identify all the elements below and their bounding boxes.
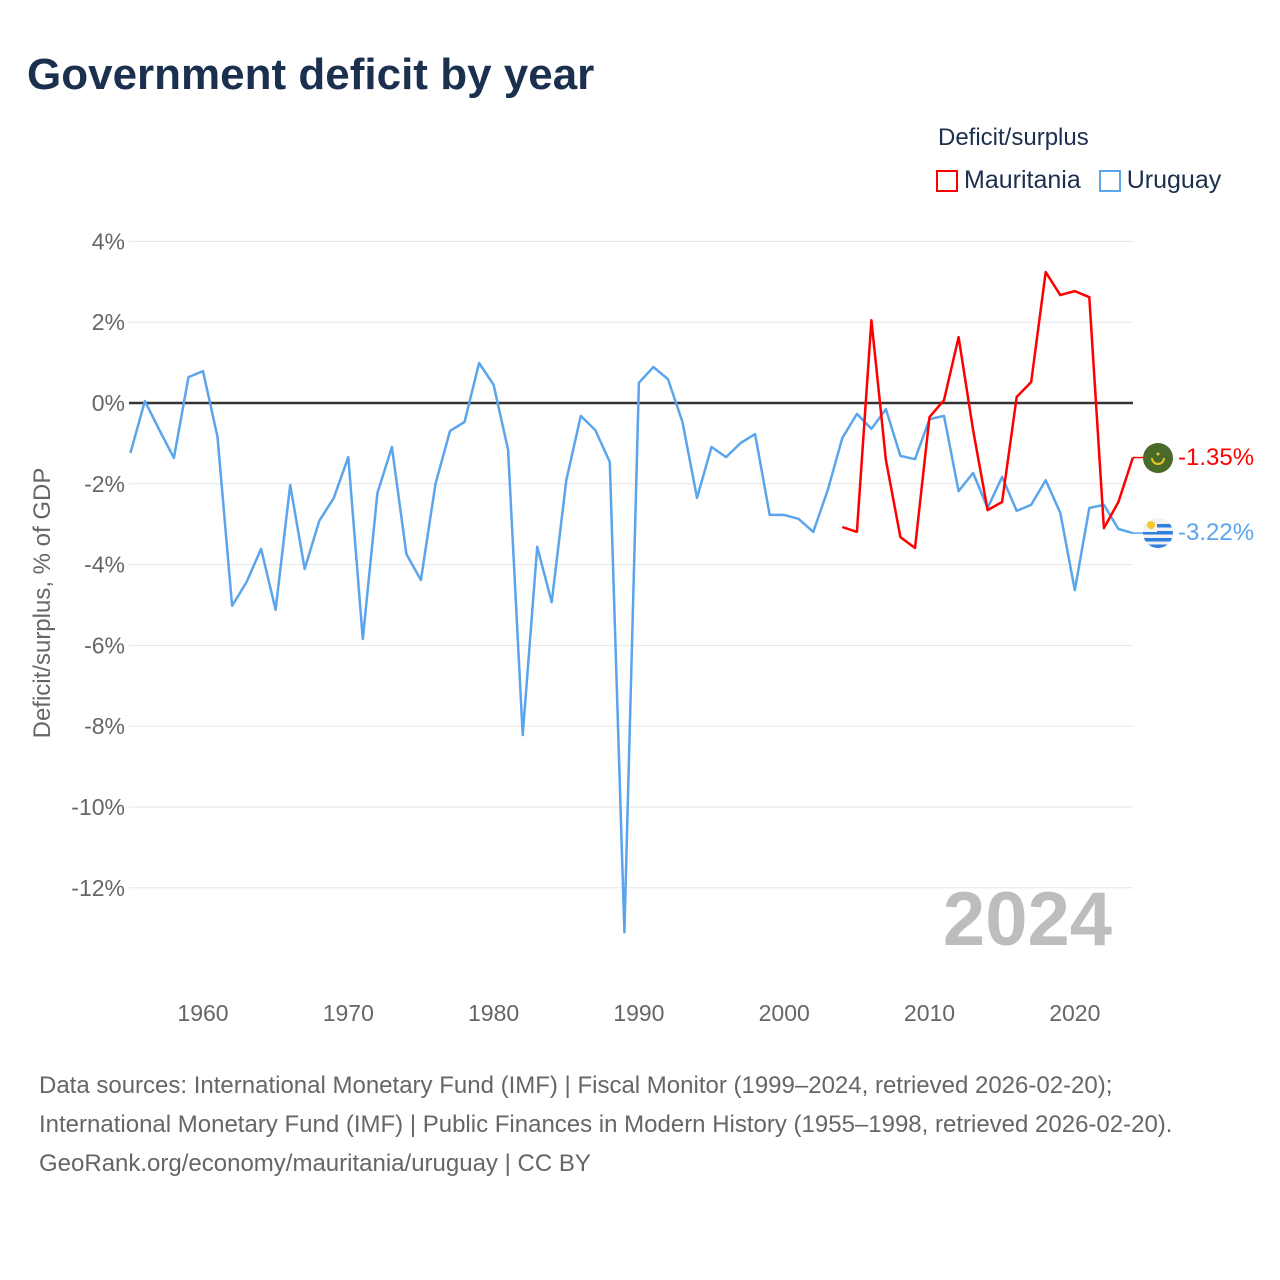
source-link[interactable]: GeoRank.org/economy/mauritania/uruguay bbox=[39, 1150, 498, 1177]
y-tick-label: -8% bbox=[84, 713, 125, 739]
license: | CC BY bbox=[497, 1150, 591, 1177]
y-tick-label: -6% bbox=[84, 632, 125, 658]
y-tick-label: -2% bbox=[84, 471, 125, 497]
mauritania-flag-icon bbox=[1143, 443, 1173, 473]
mauritania-end-label: -1.35% bbox=[1178, 444, 1254, 471]
footer: Data sources: International Monetary Fun… bbox=[39, 1066, 1239, 1183]
x-tick-label: 2020 bbox=[1049, 1000, 1100, 1026]
x-tick-label: 2010 bbox=[904, 1000, 955, 1026]
legend-label: Uruguay bbox=[1126, 166, 1222, 194]
y-tick-label: 0% bbox=[92, 390, 125, 416]
legend-title: Deficit/surplus bbox=[938, 124, 1089, 151]
series-line-mauritania bbox=[841, 270, 1135, 550]
x-tick-label: 2000 bbox=[759, 1000, 810, 1026]
y-tick-label: -10% bbox=[71, 794, 125, 820]
y-axis-label: Deficit/surplus, % of GDP bbox=[29, 468, 56, 739]
x-tick-label: 1990 bbox=[613, 1000, 664, 1026]
data-sources: Data sources: International Monetary Fun… bbox=[39, 1072, 1173, 1138]
year-watermark: 2024 bbox=[943, 877, 1112, 962]
uruguay-end-label: -3.22% bbox=[1178, 519, 1254, 546]
x-tick-label: 1980 bbox=[468, 1000, 519, 1026]
x-tick-label: 1960 bbox=[177, 1000, 228, 1026]
y-tick-label: 2% bbox=[92, 309, 125, 335]
chart-title: Government deficit by year bbox=[27, 50, 595, 99]
y-tick-label: -12% bbox=[71, 875, 125, 901]
legend-swatch-mauritania bbox=[936, 169, 958, 192]
x-tick-label: 1970 bbox=[323, 1000, 374, 1026]
legend-item-mauritania[interactable]: Mauritania bbox=[936, 166, 1081, 195]
uruguay-flag-icon bbox=[1143, 518, 1173, 548]
legend: Mauritania Uruguay bbox=[936, 166, 1221, 195]
legend-label: Mauritania bbox=[964, 166, 1081, 194]
y-tick-label: 4% bbox=[92, 228, 125, 254]
series-line-uruguay bbox=[129, 361, 1134, 934]
legend-item-uruguay[interactable]: Uruguay bbox=[1098, 166, 1222, 195]
legend-swatch-uruguay bbox=[1098, 169, 1121, 192]
y-tick-label: -4% bbox=[84, 552, 125, 578]
